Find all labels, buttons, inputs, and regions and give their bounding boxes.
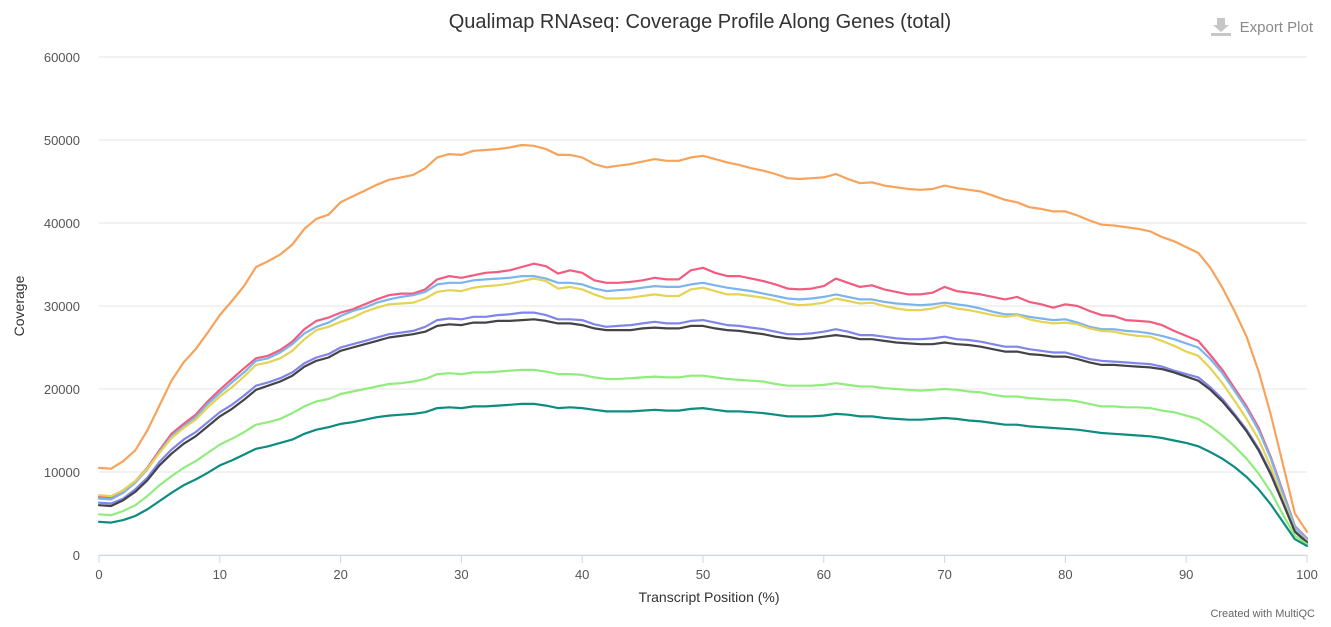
y-tick-label: 40000 [44, 216, 80, 231]
series-line-4[interactable] [97, 277, 1309, 542]
grid-lines [99, 56, 1307, 556]
series-lines [97, 143, 1309, 547]
series-line-6[interactable] [97, 318, 1309, 544]
x-tick-label: 20 [333, 567, 347, 582]
axes: 0 10000 20000 30000 40000 50000 60000 0 10 20 30 40… [44, 50, 1318, 582]
x-tick-label: 90 [1179, 567, 1193, 582]
series-line-5[interactable] [97, 311, 1309, 543]
x-tick-label: 0 [95, 567, 102, 582]
series-line-8[interactable] [97, 402, 1309, 547]
series-line-1[interactable] [97, 143, 1309, 533]
export-plot-label: Export Plot [1239, 18, 1313, 36]
y-tick-label: 20000 [44, 382, 80, 397]
download-icon [1210, 17, 1232, 37]
y-tick-label: 50000 [44, 133, 80, 148]
series-line-3[interactable] [97, 275, 1309, 541]
y-tick-label: 30000 [44, 299, 80, 314]
multiqc-credit: Created with MultiQC [1210, 608, 1315, 620]
x-tick-label: 70 [937, 567, 951, 582]
y-tick-label: 60000 [44, 50, 80, 65]
x-axis-label: Transcript Position (%) [638, 589, 779, 605]
x-tick-label: 40 [575, 567, 589, 582]
y-tick-label: 0 [73, 548, 80, 563]
export-plot-button[interactable]: Export Plot [1210, 14, 1313, 40]
x-tick-label: 10 [213, 567, 227, 582]
x-tick-label: 80 [1058, 567, 1072, 582]
series-line-7[interactable] [97, 368, 1309, 546]
y-tick-label: 10000 [44, 465, 80, 480]
x-tick-label: 60 [817, 567, 831, 582]
series-line-2[interactable] [97, 262, 1309, 540]
x-tick-label: 30 [454, 567, 468, 582]
x-tick-label: 100 [1296, 567, 1318, 582]
x-tick-label: 50 [696, 567, 710, 582]
chart-title: Qualimap RNAseq: Coverage Profile Along … [449, 11, 951, 33]
y-axis-label: Coverage [11, 275, 27, 336]
